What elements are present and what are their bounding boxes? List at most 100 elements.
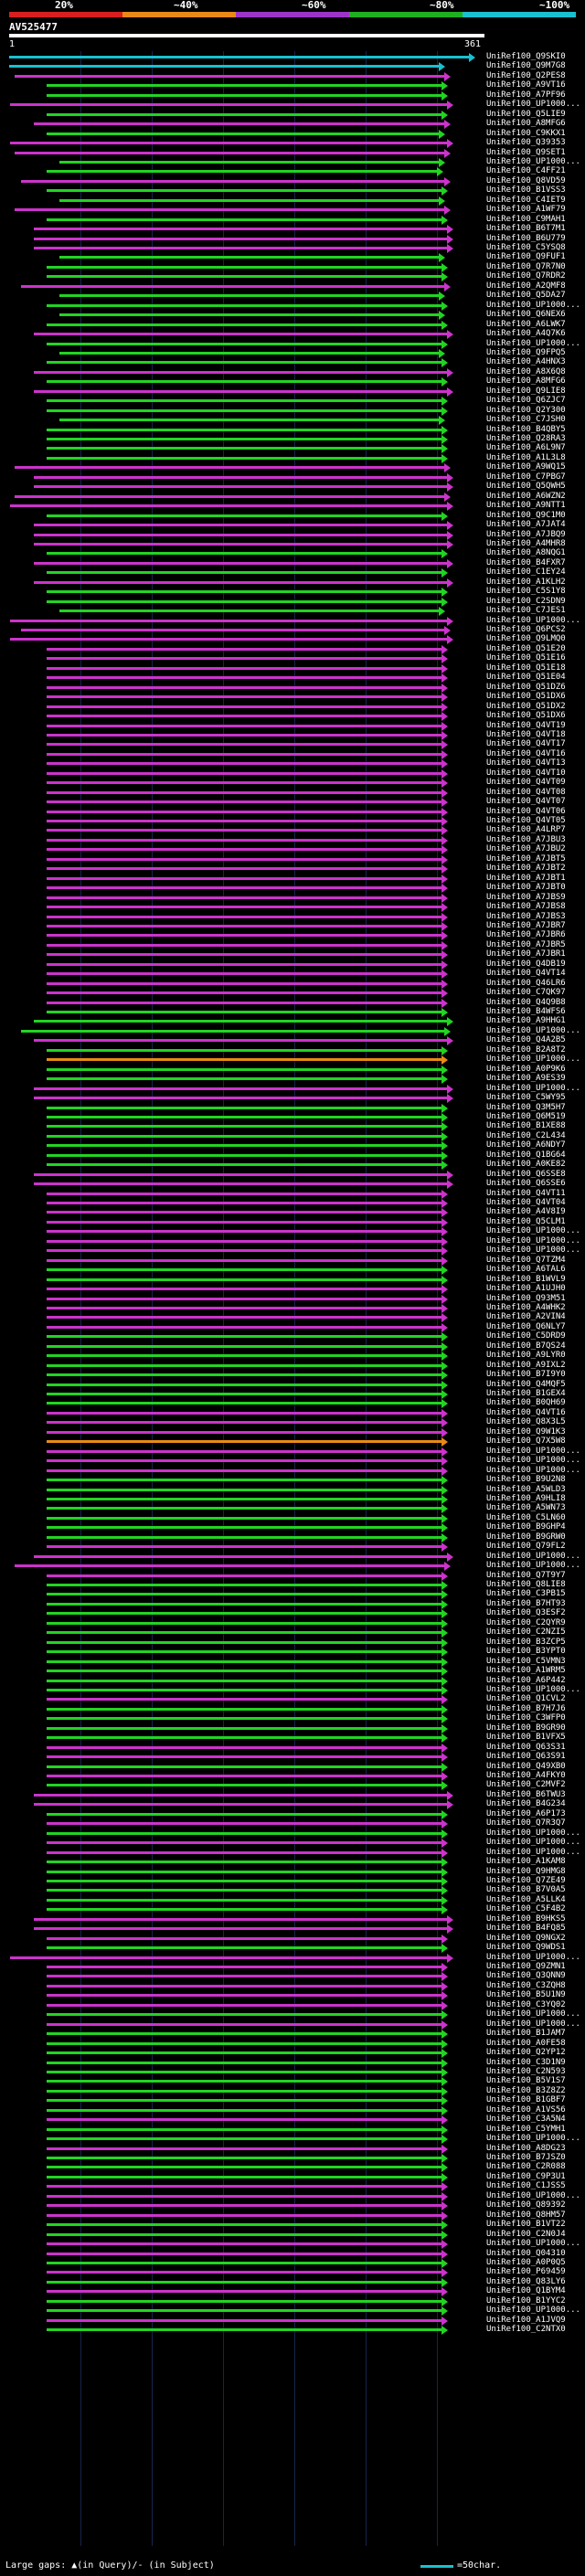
hit-row[interactable]: UniRef100_Q9M7G8	[0, 60, 585, 73]
hit-label[interactable]: UniRef100_A0P0Q5	[486, 2257, 566, 2267]
hit-row[interactable]: UniRef100_A0P9K6	[0, 1064, 585, 1076]
hit-label[interactable]: UniRef100_A9ES39	[486, 1074, 566, 1084]
hit-row[interactable]: UniRef100_A9LYR0	[0, 1350, 585, 1362]
hit-label[interactable]: UniRef100_Q9SKI0	[486, 52, 566, 61]
hit-row[interactable]: UniRef100_A1KLH2	[0, 577, 585, 589]
hit-label[interactable]: UniRef100_B3YPT0	[486, 1647, 566, 1657]
hit-label[interactable]: UniRef100_B9GR90	[486, 1723, 566, 1733]
hit-row[interactable]: UniRef100_A7JAT4	[0, 519, 585, 532]
hit-label[interactable]: UniRef100_C7PBG7	[486, 472, 566, 482]
hit-row[interactable]: UniRef100_B1GBF7	[0, 2094, 585, 2107]
hit-label[interactable]: UniRef100_C5DRD9	[486, 1331, 566, 1341]
hit-label[interactable]: UniRef100_Q2PES8	[486, 70, 566, 80]
hit-label[interactable]: UniRef100_Q8X3L5	[486, 1417, 566, 1427]
hit-row[interactable]: UniRef100_Q7R7N0	[0, 261, 585, 274]
hit-row[interactable]: UniRef100_Q51DX2	[0, 701, 585, 714]
hit-label[interactable]: UniRef100_A9VT16	[486, 80, 566, 90]
hit-row[interactable]: UniRef100_A4LRP7	[0, 824, 585, 837]
hit-label[interactable]: UniRef100_A9NTT1	[486, 501, 566, 511]
hit-row[interactable]: UniRef100_Q1CVL2	[0, 1693, 585, 1706]
hit-label[interactable]: UniRef100_A2VIN4	[486, 1312, 566, 1322]
hit-label[interactable]: UniRef100_A1WRM5	[486, 1666, 566, 1676]
hit-label[interactable]: UniRef100_Q7X5W8	[486, 1436, 566, 1447]
hit-label[interactable]: UniRef100_C2N0J4	[486, 2229, 566, 2239]
hit-label[interactable]: UniRef100_B0QH69	[486, 1398, 566, 1408]
hit-row[interactable]: UniRef100_B9GR90	[0, 1723, 585, 1735]
hit-row[interactable]: UniRef100_UP1000...	[0, 1684, 585, 1697]
hit-label[interactable]: UniRef100_A7JBR5	[486, 939, 566, 949]
hit-label[interactable]: UniRef100_UP1000...	[486, 100, 580, 110]
hit-label[interactable]: UniRef100_Q1BG64	[486, 1150, 566, 1160]
hit-row[interactable]: UniRef100_Q6NEX6	[0, 309, 585, 322]
hit-label[interactable]: UniRef100_A8MFG6	[486, 376, 566, 387]
hit-row[interactable]: UniRef100_C3A5N4	[0, 2114, 585, 2126]
hit-label[interactable]: UniRef100_Q4VT18	[486, 729, 566, 739]
hit-label[interactable]: UniRef100_Q51DX2	[486, 701, 566, 711]
hit-row[interactable]: UniRef100_A1WF79	[0, 204, 585, 217]
hit-row[interactable]: UniRef100_C3WFP0	[0, 1712, 585, 1725]
hit-label[interactable]: UniRef100_C5F4B2	[486, 1904, 566, 1914]
hit-row[interactable]: UniRef100_B1YYC2	[0, 2295, 585, 2308]
hit-row[interactable]: UniRef100_Q6ZJC7	[0, 395, 585, 408]
hit-row[interactable]: UniRef100_A9WQ15	[0, 461, 585, 474]
hit-label[interactable]: UniRef100_C5YMH1	[486, 2124, 566, 2134]
hit-row[interactable]: UniRef100_A0KE82	[0, 1159, 585, 1171]
hit-label[interactable]: UniRef100_Q6M519	[486, 1111, 566, 1121]
hit-label[interactable]: UniRef100_B9GHP4	[486, 1522, 566, 1532]
hit-row[interactable]: UniRef100_Q9WDS1	[0, 1942, 585, 1955]
hit-label[interactable]: UniRef100_Q6NEX6	[486, 310, 566, 320]
hit-label[interactable]: UniRef100_A7PF96	[486, 90, 566, 100]
hit-label[interactable]: UniRef100_B3ZCP5	[486, 1637, 566, 1647]
hit-label[interactable]: UniRef100_A7JBR6	[486, 930, 566, 940]
hit-label[interactable]: UniRef100_C5S1Y8	[486, 587, 566, 597]
hit-label[interactable]: UniRef100_Q79FL2	[486, 1542, 566, 1552]
hit-label[interactable]: UniRef100_A5LLK4	[486, 1894, 566, 1904]
hit-row[interactable]: UniRef100_UP1000...	[0, 1560, 585, 1573]
hit-row[interactable]: UniRef100_Q51E20	[0, 643, 585, 656]
hit-row[interactable]: UniRef100_C2R088	[0, 2161, 585, 2174]
hit-row[interactable]: UniRef100_Q8VD59	[0, 175, 585, 188]
hit-label[interactable]: UniRef100_C3PB15	[486, 1589, 566, 1599]
hit-label[interactable]: UniRef100_B1VFX5	[486, 1733, 566, 1743]
hit-label[interactable]: UniRef100_UP1000...	[486, 2306, 580, 2316]
hit-row[interactable]: UniRef100_Q3QNN9	[0, 1970, 585, 1983]
hit-label[interactable]: UniRef100_A9HHG1	[486, 1016, 566, 1026]
hit-label[interactable]: UniRef100_Q3QNN9	[486, 1971, 566, 1981]
hit-label[interactable]: UniRef100_A9IXL2	[486, 1360, 566, 1370]
hit-row[interactable]: UniRef100_A9HHG1	[0, 1015, 585, 1028]
hit-label[interactable]: UniRef100_Q2Y300	[486, 405, 566, 415]
hit-row[interactable]: UniRef100_UP1000...	[0, 1025, 585, 1038]
hit-row[interactable]: UniRef100_C7JES1	[0, 605, 585, 618]
hit-row[interactable]: UniRef100_A1KAM8	[0, 1856, 585, 1869]
hit-row[interactable]: UniRef100_UP1000...	[0, 2238, 585, 2251]
hit-row[interactable]: UniRef100_A9ES39	[0, 1073, 585, 1086]
hit-label[interactable]: UniRef100_B1VSS3	[486, 186, 566, 196]
hit-row[interactable]: UniRef100_C5LN60	[0, 1512, 585, 1525]
hit-label[interactable]: UniRef100_B4QBY5	[486, 424, 566, 434]
hit-row[interactable]: UniRef100_C2SDN9	[0, 596, 585, 609]
hit-row[interactable]: UniRef100_B3ZCP5	[0, 1637, 585, 1649]
hit-row[interactable]: UniRef100_A9HLI8	[0, 1493, 585, 1506]
hit-row[interactable]: UniRef100_Q2PES8	[0, 70, 585, 83]
hit-row[interactable]: UniRef100_B9GRW0	[0, 1532, 585, 1544]
hit-row[interactable]: UniRef100_A4MHR8	[0, 538, 585, 551]
hit-label[interactable]: UniRef100_UP1000...	[486, 2009, 580, 2019]
hit-row[interactable]: UniRef100_UP1000...	[0, 1847, 585, 1860]
hit-label[interactable]: UniRef100_Q4DB19	[486, 959, 566, 969]
hit-row[interactable]: UniRef100_Q4VT04	[0, 1197, 585, 1210]
hit-label[interactable]: UniRef100_A6P442	[486, 1675, 566, 1685]
hit-label[interactable]: UniRef100_Q28RA3	[486, 434, 566, 443]
hit-label[interactable]: UniRef100_Q7ZE49	[486, 1875, 566, 1885]
hit-label[interactable]: UniRef100_Q4VT09	[486, 778, 566, 788]
hit-label[interactable]: UniRef100_B4WFS6	[486, 1007, 566, 1016]
hit-label[interactable]: UniRef100_C2SDN9	[486, 596, 566, 606]
hit-label[interactable]: UniRef100_A9HLI8	[486, 1493, 566, 1503]
hit-row[interactable]: UniRef100_A7JBT0	[0, 882, 585, 895]
hit-label[interactable]: UniRef100_A4WHK2	[486, 1302, 566, 1312]
hit-row[interactable]: UniRef100_Q7R3Q7	[0, 1818, 585, 1830]
hit-label[interactable]: UniRef100_B7H7J6	[486, 1703, 566, 1713]
hit-row[interactable]: UniRef100_A1UJH0	[0, 1283, 585, 1296]
hit-row[interactable]: UniRef100_Q2Y300	[0, 405, 585, 418]
hit-label[interactable]: UniRef100_C7JSH0	[486, 415, 566, 425]
hit-row[interactable]: UniRef100_C5YMH1	[0, 2124, 585, 2136]
